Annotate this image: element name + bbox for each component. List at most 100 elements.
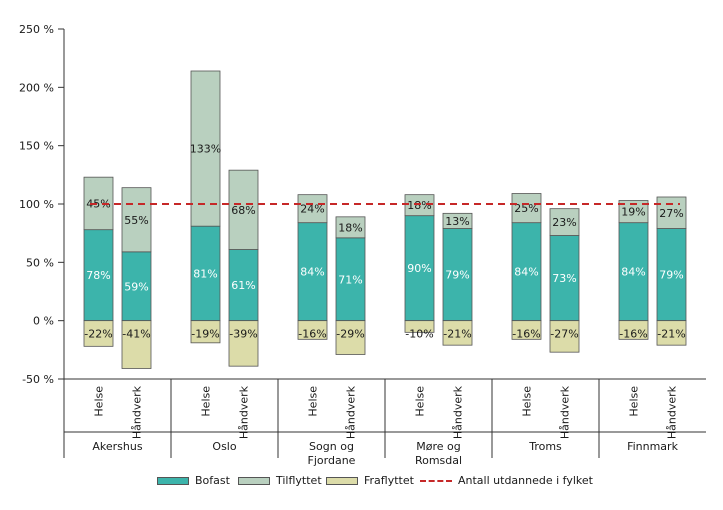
data-label-bofast: 59%: [124, 280, 148, 293]
chart: -50 % 0 % 50 % 100 % 150 % 200 % 250 % 78% 45% -2…: [19, 23, 706, 467]
sub-category-label: Håndverk: [131, 385, 144, 439]
bar-fraflyttet: [549, 320, 580, 353]
bar-tilflyttet: [404, 194, 435, 217]
bar-tilflyttet: [190, 70, 221, 227]
bar-tilflyttet: [297, 194, 328, 224]
legend-item-bofast: Bofast: [157, 474, 230, 487]
bar-fraflyttet: [404, 320, 435, 333]
group-label: Oslo: [212, 440, 236, 453]
bar-fraflyttet: [511, 320, 542, 340]
data-label-fraflyttet: -21%: [657, 328, 685, 341]
group-label: Sogn og: [309, 440, 354, 453]
sub-category-label: Håndverk: [559, 385, 572, 439]
bar-bofast: [511, 222, 542, 322]
data-label-tilflyttet: 23%: [552, 216, 576, 229]
bar-tilflyttet: [656, 196, 687, 229]
sub-category-label: Helse: [307, 386, 320, 417]
legend-item-reference-line: Antall utdannede i fylket: [420, 474, 593, 487]
bar-tilflyttet: [121, 187, 152, 253]
legend-label-reference-line: Antall utdannede i fylket: [458, 474, 593, 487]
data-label-fraflyttet: -41%: [122, 328, 150, 341]
data-label-fraflyttet: -29%: [336, 328, 364, 341]
bar-fraflyttet: [83, 320, 114, 347]
bar-bofast: [656, 228, 687, 322]
data-label-tilflyttet: 18%: [407, 199, 431, 212]
bar-fraflyttet: [335, 320, 366, 355]
data-label-tilflyttet: 19%: [621, 206, 645, 219]
data-label-bofast: 90%: [407, 262, 431, 275]
legend-swatch-tilflyttet: [238, 476, 270, 485]
data-label-tilflyttet: 18%: [338, 221, 362, 234]
data-label-fraflyttet: -27%: [550, 328, 578, 341]
bar-bofast: [335, 237, 366, 322]
data-label-tilflyttet: 55%: [124, 214, 148, 227]
y-tick-label: 150 %: [19, 140, 54, 153]
group-label: Møre og: [416, 440, 460, 453]
bar-fraflyttet: [228, 320, 259, 367]
data-label-fraflyttet: -39%: [229, 328, 257, 341]
bar-tilflyttet: [618, 200, 649, 224]
data-label-bofast: 84%: [300, 266, 324, 279]
data-label-bofast: 61%: [231, 279, 255, 292]
data-label-fraflyttet: -10%: [405, 328, 433, 341]
bar-fraflyttet: [297, 320, 328, 340]
legend-label-bofast: Bofast: [195, 474, 230, 487]
sub-category-label: Helse: [93, 386, 106, 417]
bar-fraflyttet: [442, 320, 473, 346]
data-label-fraflyttet: -21%: [443, 328, 471, 341]
bar-tilflyttet: [549, 208, 580, 236]
data-label-bofast: 84%: [621, 266, 645, 279]
data-label-tilflyttet: 13%: [445, 215, 469, 228]
legend-label-fraflyttet: Fraflyttet: [364, 474, 414, 487]
data-label-tilflyttet: 68%: [231, 204, 255, 217]
bar-fraflyttet: [121, 320, 152, 369]
bar-tilflyttet: [228, 169, 259, 250]
legend-label-tilflyttet: Tilflyttet: [276, 474, 322, 487]
group-label: Fjordane: [308, 454, 356, 467]
sub-category-label: Helse: [521, 386, 534, 417]
y-tick-label: 0 %: [33, 315, 54, 328]
sub-category-label: Helse: [200, 386, 213, 417]
legend-item-tilflyttet: Tilflyttet: [238, 474, 322, 487]
bar-tilflyttet: [335, 216, 366, 239]
bar-fraflyttet: [656, 320, 687, 346]
data-label-bofast: 71%: [338, 273, 362, 286]
data-label-bofast: 81%: [193, 267, 217, 280]
bar-tilflyttet: [511, 193, 542, 224]
y-tick-label: 250 %: [19, 23, 54, 36]
data-label-fraflyttet: -16%: [512, 328, 540, 341]
data-label-tilflyttet: 27%: [659, 207, 683, 220]
sub-category-label: Helse: [628, 386, 641, 417]
sub-category-label: Håndverk: [238, 385, 251, 439]
legend-item-fraflyttet: Fraflyttet: [326, 474, 414, 487]
data-label-bofast: 79%: [445, 269, 469, 282]
y-tick-label: 50 %: [26, 256, 54, 269]
bar-fraflyttet: [618, 320, 649, 340]
bar-tilflyttet: [442, 212, 473, 229]
data-label-tilflyttet: 45%: [86, 197, 110, 210]
legend-swatch-bofast: [157, 476, 189, 485]
sub-category-label: Håndverk: [452, 385, 465, 439]
data-label-bofast: 79%: [659, 269, 683, 282]
group-label: Akershus: [92, 440, 142, 453]
group-label: Finnmark: [627, 440, 679, 453]
data-label-fraflyttet: -16%: [298, 328, 326, 341]
data-label-bofast: 84%: [514, 266, 538, 279]
bar-bofast: [190, 225, 221, 322]
data-label-bofast: 73%: [552, 272, 576, 285]
bar-fraflyttet: [190, 320, 221, 344]
data-label-tilflyttet: 133%: [190, 143, 221, 156]
legend-swatch-fraflyttet: [326, 476, 358, 485]
y-tick-label: -50 %: [22, 373, 54, 386]
data-label-bofast: 78%: [86, 269, 110, 282]
sub-category-label: Håndverk: [666, 385, 679, 439]
legend: Bofast Tilflyttet Fraflyttet Antall utda…: [0, 474, 723, 494]
sub-category-label: Helse: [414, 386, 427, 417]
group-label: Troms: [528, 440, 562, 453]
data-label-tilflyttet: 25%: [514, 202, 538, 215]
y-tick-label: 200 %: [19, 81, 54, 94]
data-label-fraflyttet: -16%: [619, 328, 647, 341]
bar-bofast: [228, 249, 259, 322]
group-label: Romsdal: [415, 454, 462, 467]
sub-category-label: Håndverk: [345, 385, 358, 439]
